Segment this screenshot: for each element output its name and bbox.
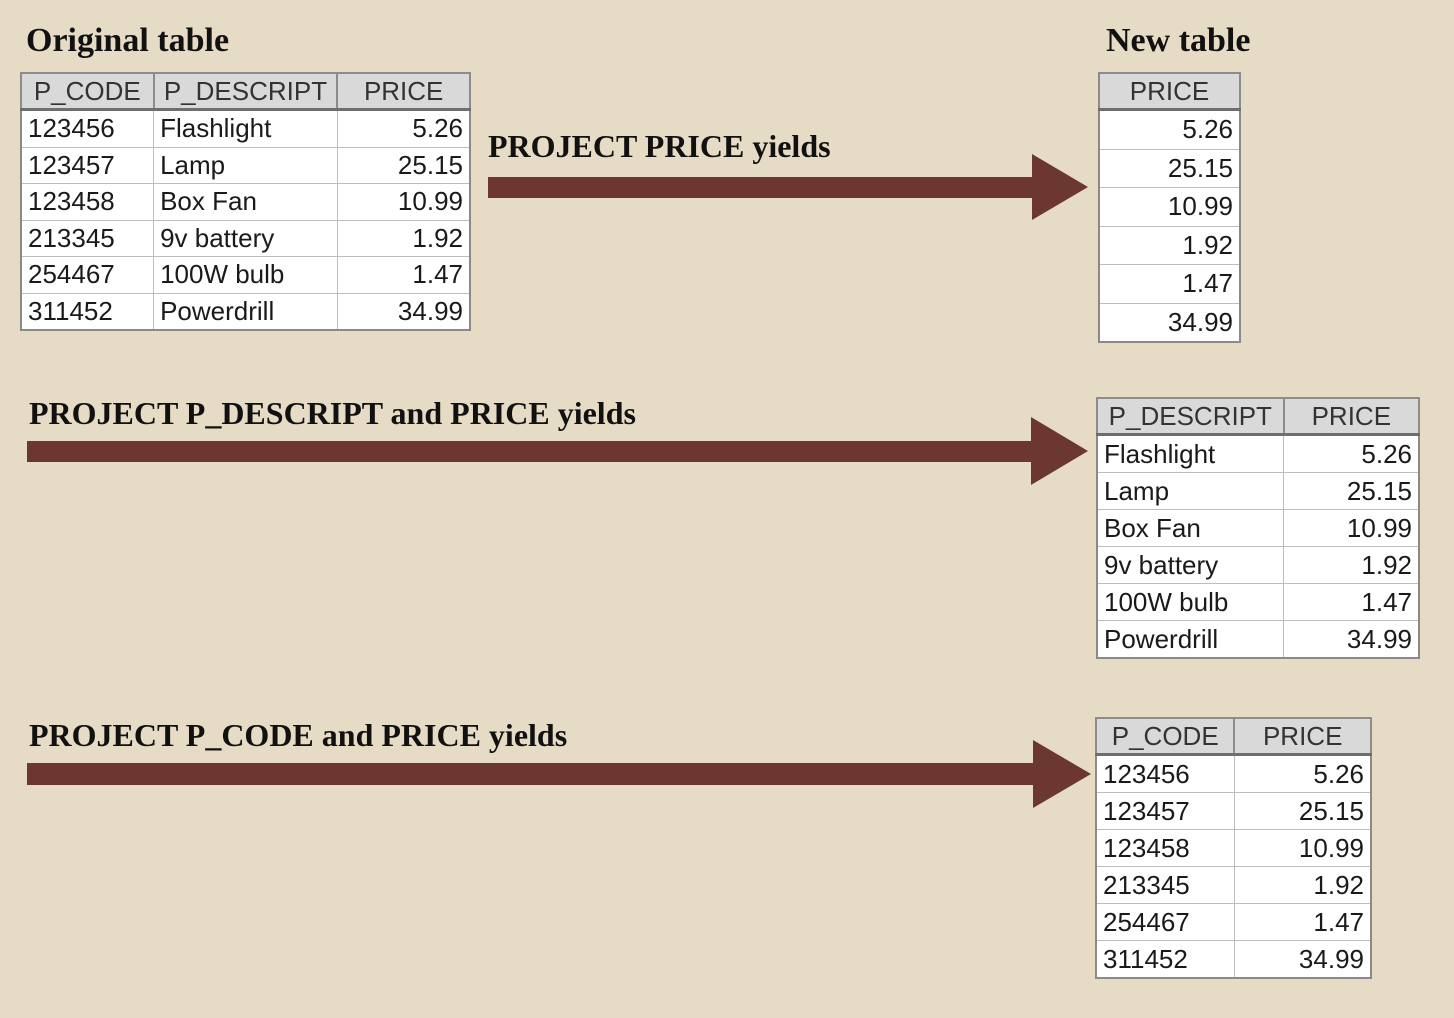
table-row: Flashlight 5.26 — [1096, 434, 1420, 473]
cell-price: 10.99 — [1233, 829, 1372, 867]
cell-price: 34.99 — [1098, 302, 1241, 343]
column-header-p-descript: P_DESCRIPT — [152, 72, 339, 111]
cell-price: 1.92 — [1098, 225, 1241, 265]
table-row: 213345 1.92 — [1095, 866, 1372, 904]
cell-p-descript: Box Fan — [153, 183, 338, 221]
table-row: 123457 Lamp 25.15 — [20, 146, 471, 184]
new-table-heading: New table — [1106, 22, 1251, 59]
cell-price: 25.15 — [1283, 472, 1420, 510]
cell-p-code: 123458 — [1095, 829, 1235, 867]
cell-p-descript: Powerdrill — [1096, 620, 1285, 659]
cell-price: 10.99 — [1283, 509, 1420, 547]
cell-price: 1.47 — [336, 256, 471, 294]
cell-p-descript: Box Fan — [1096, 509, 1285, 547]
table-row: 123457 25.15 — [1095, 792, 1372, 830]
cell-price: 1.92 — [1283, 546, 1420, 584]
table-row: Lamp 25.15 — [1096, 472, 1420, 510]
table-row: 34.99 — [1098, 302, 1241, 343]
cell-price: 34.99 — [1283, 620, 1420, 659]
cell-price: 5.26 — [1233, 754, 1372, 793]
column-header-price: PRICE — [336, 72, 471, 111]
table-row: 311452 34.99 — [1095, 940, 1372, 979]
table-row: 1.47 — [1098, 264, 1241, 304]
cell-price: 5.26 — [1283, 434, 1420, 473]
cell-p-descript: Lamp — [153, 146, 338, 184]
cell-price: 34.99 — [1233, 940, 1372, 979]
table-header-row: P_CODE P_DESCRIPT PRICE — [20, 72, 471, 111]
table-row: 123458 Box Fan 10.99 — [20, 183, 471, 221]
table-row: 254467 1.47 — [1095, 903, 1372, 941]
cell-price: 10.99 — [336, 183, 471, 221]
table-row: 123456 5.26 — [1095, 754, 1372, 793]
cell-p-code: 123456 — [20, 109, 155, 148]
table-row: 123456 Flashlight 5.26 — [20, 109, 471, 148]
column-header-price: PRICE — [1233, 717, 1372, 756]
table-header-row: P_DESCRIPT PRICE — [1096, 397, 1421, 436]
project-code-price-label: PROJECT P_CODE and PRICE yields — [29, 717, 568, 753]
column-header-price: PRICE — [1098, 72, 1241, 111]
cell-p-code: 254467 — [20, 256, 155, 294]
cell-price: 10.99 — [1098, 187, 1241, 227]
arrow-to-price-table — [488, 154, 1088, 220]
table-row: 1.92 — [1098, 225, 1241, 265]
cell-p-descript: Powerdrill — [153, 292, 338, 331]
cell-p-code: 123456 — [1095, 754, 1235, 793]
cell-p-code: 123458 — [20, 183, 155, 221]
project-descript-price-label: PROJECT P_DESCRIPT and PRICE yields — [29, 395, 636, 431]
price-table: PRICE 5.26 25.15 10.99 1.92 1.47 34.99 — [1098, 72, 1241, 343]
cell-price: 25.15 — [336, 146, 471, 184]
table-row: 100W bulb 1.47 — [1096, 583, 1420, 621]
cell-p-descript: Flashlight — [153, 109, 338, 148]
descript-price-table: P_DESCRIPT PRICE Flashlight 5.26 Lamp 25… — [1096, 397, 1421, 659]
cell-p-code: 213345 — [20, 219, 155, 257]
code-price-table: P_CODE PRICE 123456 5.26 123457 25.15 12… — [1094, 717, 1372, 979]
table-row: 10.99 — [1098, 187, 1241, 227]
cell-p-descript: Flashlight — [1096, 434, 1285, 473]
cell-price: 5.26 — [1098, 109, 1241, 150]
table-row: 311452 Powerdrill 34.99 — [20, 292, 471, 331]
table-row: Powerdrill 34.99 — [1096, 620, 1420, 659]
cell-p-code: 123457 — [20, 146, 155, 184]
original-table-heading: Original table — [26, 22, 230, 59]
cell-p-code: 311452 — [1095, 940, 1235, 979]
cell-p-descript: 100W bulb — [1096, 583, 1285, 621]
cell-price: 1.92 — [1233, 866, 1372, 904]
cell-p-code: 311452 — [20, 292, 155, 331]
cell-p-code: 213345 — [1095, 866, 1235, 904]
arrow-to-code-price-table — [27, 740, 1091, 808]
table-row: Box Fan 10.99 — [1096, 509, 1420, 547]
cell-p-descript: 100W bulb — [153, 256, 338, 294]
table-header-row: P_CODE PRICE — [1094, 717, 1372, 756]
cell-price: 1.47 — [1283, 583, 1420, 621]
table-row: 25.15 — [1098, 148, 1241, 188]
cell-price: 5.26 — [336, 109, 471, 148]
table-row: 123458 10.99 — [1095, 829, 1372, 867]
cell-price: 1.47 — [1098, 264, 1241, 304]
cell-price: 34.99 — [336, 292, 471, 331]
table-row: 213345 9v battery 1.92 — [20, 219, 471, 257]
column-header-price: PRICE — [1282, 397, 1421, 436]
cell-price: 1.92 — [336, 219, 471, 257]
original-table: P_CODE P_DESCRIPT PRICE 123456 Flashligh… — [20, 72, 471, 331]
table-header-row: PRICE — [1098, 72, 1241, 111]
cell-p-descript: Lamp — [1096, 472, 1285, 510]
column-header-p-descript: P_DESCRIPT — [1096, 397, 1285, 436]
project-price-label: PROJECT PRICE yields — [488, 128, 831, 164]
cell-p-code: 254467 — [1095, 903, 1235, 941]
arrow-to-descript-price-table — [27, 417, 1088, 485]
cell-price: 25.15 — [1233, 792, 1372, 830]
cell-p-code: 123457 — [1095, 792, 1235, 830]
column-header-p-code: P_CODE — [1094, 717, 1236, 756]
table-row: 254467 100W bulb 1.47 — [20, 256, 471, 294]
cell-p-descript: 9v battery — [153, 219, 338, 257]
cell-price: 1.47 — [1233, 903, 1372, 941]
cell-price: 25.15 — [1098, 148, 1241, 188]
table-row: 9v battery 1.92 — [1096, 546, 1420, 584]
table-row: 5.26 — [1098, 109, 1241, 150]
column-header-p-code: P_CODE — [20, 72, 155, 111]
cell-p-descript: 9v battery — [1096, 546, 1285, 584]
